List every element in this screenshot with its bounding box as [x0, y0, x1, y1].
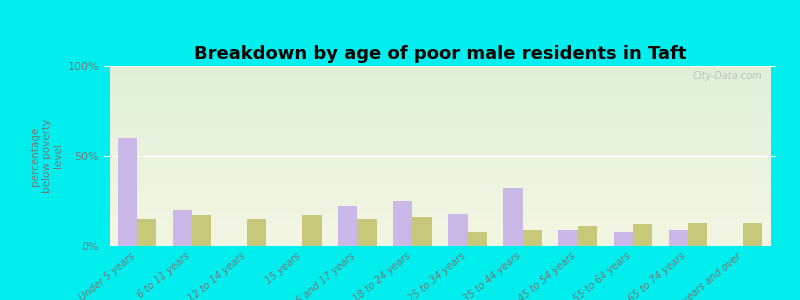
Bar [192, 215, 211, 246]
Bar [669, 230, 688, 246]
Bar [302, 215, 322, 246]
Title: Breakdown by age of poor male residents in Taft: Breakdown by age of poor male residents … [194, 45, 686, 63]
Bar [413, 217, 432, 246]
Bar [448, 214, 467, 246]
Bar [358, 219, 377, 246]
Bar [503, 188, 522, 246]
Bar [743, 223, 762, 246]
Bar [614, 232, 633, 246]
Text: City-Data.com: City-Data.com [693, 71, 762, 81]
Bar [338, 206, 358, 246]
Bar [173, 210, 192, 246]
Bar [393, 201, 413, 246]
Bar [137, 219, 156, 246]
Y-axis label: percentage
below poverty
level: percentage below poverty level [30, 119, 63, 193]
Bar [467, 232, 487, 246]
Bar [688, 223, 707, 246]
Bar [247, 219, 266, 246]
Bar [522, 230, 542, 246]
Bar [558, 230, 578, 246]
Bar [633, 224, 652, 246]
Bar [578, 226, 597, 246]
Bar [118, 138, 137, 246]
